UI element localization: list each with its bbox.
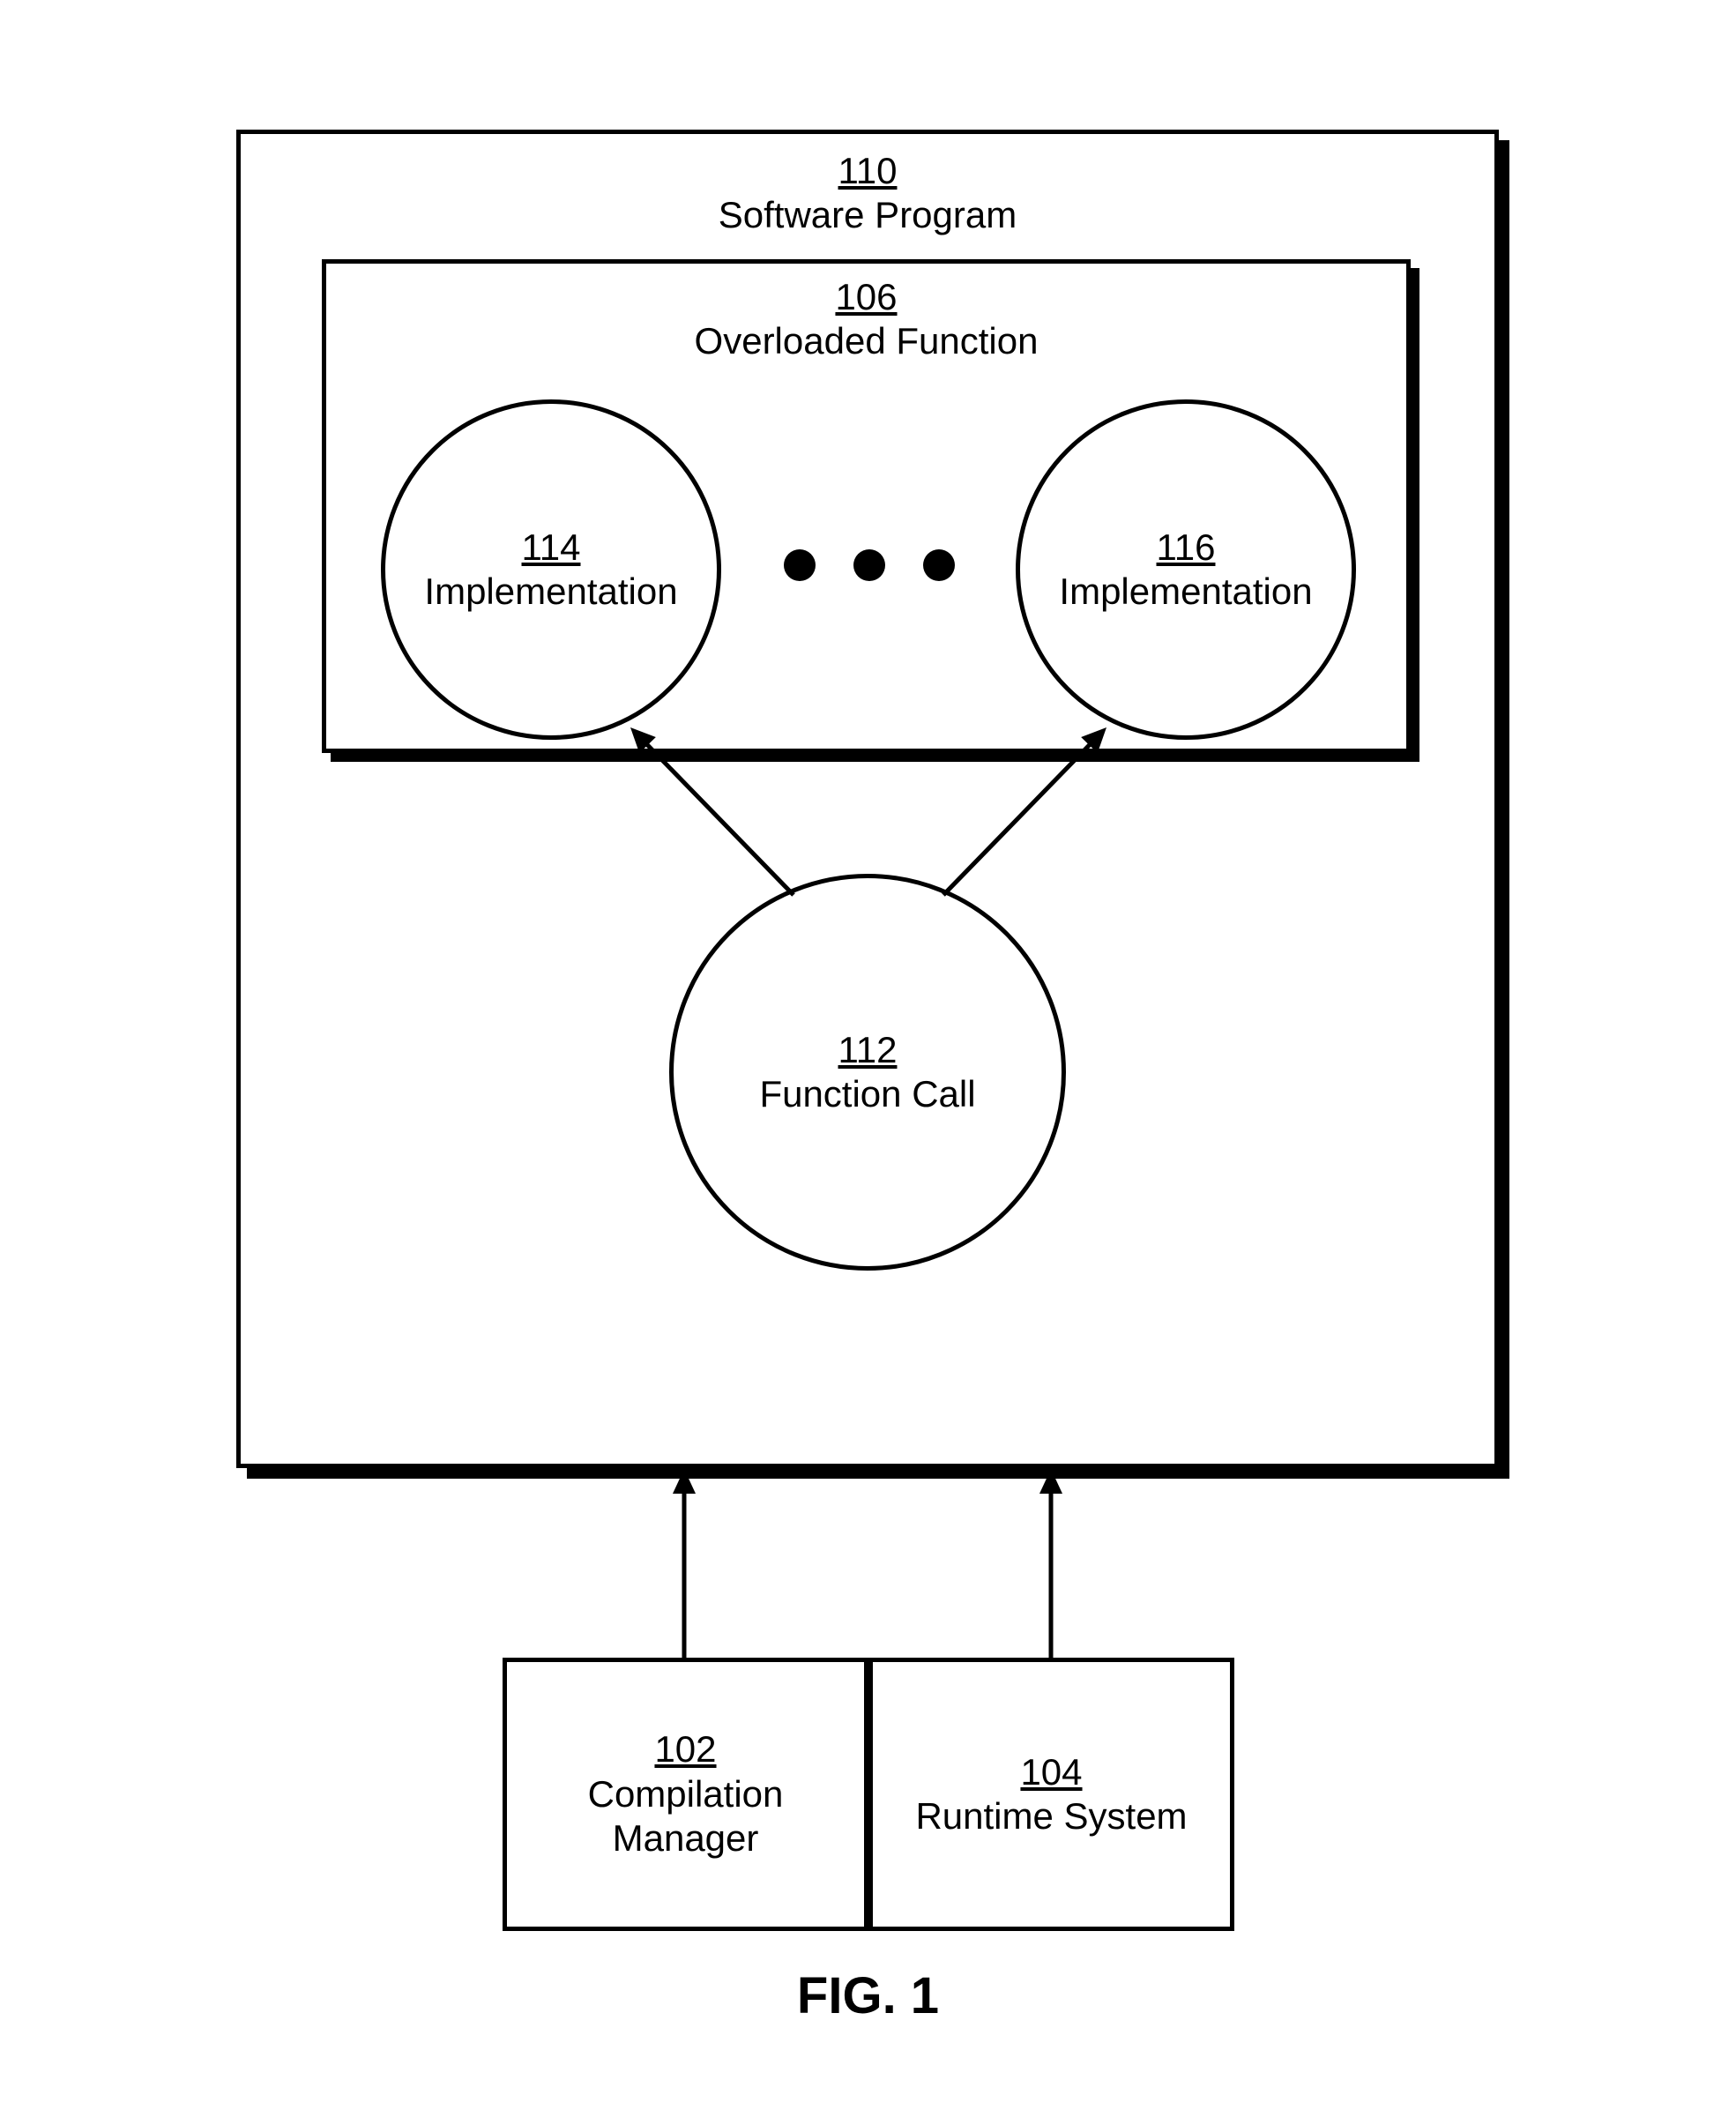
- overloaded-function-text: Overloaded Function: [695, 320, 1039, 362]
- implementation-left-label: 114 Implementation: [381, 526, 721, 615]
- implementation-right-text: Implementation: [1059, 570, 1312, 612]
- figure-caption: FIG. 1: [0, 1966, 1736, 2025]
- overloaded-function-ref: 106: [835, 276, 897, 317]
- function-call-ref: 112: [838, 1029, 898, 1070]
- function-call-text: Function Call: [759, 1073, 975, 1115]
- software-program-text: Software Program: [719, 194, 1017, 235]
- overloaded-function-label: 106 Overloaded Function: [322, 275, 1411, 364]
- runtime-system-text: Runtime System: [915, 1795, 1187, 1837]
- ellipsis-dot: [853, 549, 885, 581]
- implementation-left-ref: 114: [522, 526, 581, 568]
- runtime-system-ref: 104: [1020, 1751, 1082, 1793]
- compilation-manager-label: 102 CompilationManager: [503, 1727, 868, 1860]
- implementation-left-text: Implementation: [424, 570, 677, 612]
- runtime-system-label: 104 Runtime System: [868, 1750, 1234, 1839]
- compilation-manager-text: CompilationManager: [588, 1773, 784, 1859]
- ellipsis-dot: [784, 549, 816, 581]
- compilation-manager-ref: 102: [654, 1728, 716, 1770]
- software-program-ref: 110: [838, 150, 898, 191]
- implementation-right-label: 116 Implementation: [1016, 526, 1356, 615]
- implementation-right-ref: 116: [1157, 526, 1216, 568]
- software-program-label: 110 Software Program: [236, 149, 1499, 238]
- diagram-canvas: 110 Software Program 106 Overloaded Func…: [0, 0, 1736, 2110]
- ellipsis-dot: [923, 549, 955, 581]
- function-call-label: 112 Function Call: [669, 1028, 1066, 1117]
